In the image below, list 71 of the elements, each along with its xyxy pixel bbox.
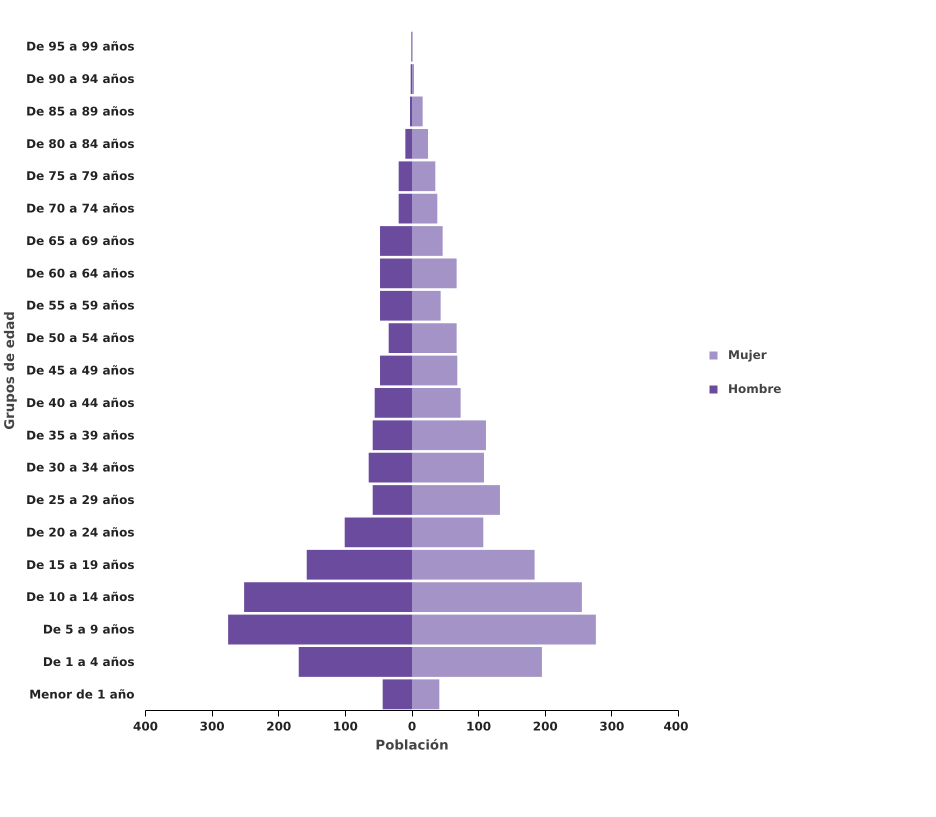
y-tick-label: De 90 a 94 años — [26, 72, 135, 86]
x-tick-label: 400 — [663, 720, 689, 734]
bar — [412, 582, 582, 612]
bar — [380, 258, 412, 288]
x-tick-label: 300 — [200, 720, 225, 734]
bar — [412, 258, 457, 288]
bar — [412, 226, 443, 256]
bar — [380, 356, 412, 386]
bar — [412, 356, 458, 386]
y-tick-label: Menor de 1 año — [29, 687, 134, 702]
bar — [388, 323, 412, 354]
y-tick-label: De 45 a 49 años — [26, 364, 135, 378]
bar — [412, 194, 438, 224]
y-tick-label: De 80 a 84 años — [26, 136, 135, 151]
y-tick-label: De 55 a 59 años — [26, 298, 135, 313]
bar — [412, 161, 436, 192]
x-tick-label: 200 — [532, 720, 558, 734]
bar — [398, 194, 412, 224]
bar — [380, 226, 412, 256]
y-tick-label: De 1 a 4 años — [42, 654, 135, 669]
bar — [372, 485, 412, 515]
y-tick-label: De 15 a 19 años — [26, 558, 135, 572]
bar — [398, 161, 412, 192]
bar — [412, 96, 423, 126]
y-tick-label: De 85 a 89 años — [26, 104, 135, 118]
bar — [298, 647, 412, 677]
bar — [228, 614, 412, 644]
bar — [412, 550, 535, 580]
bar — [380, 290, 412, 321]
bar — [412, 647, 542, 677]
bar — [306, 550, 412, 580]
bar — [412, 485, 500, 515]
legend-label: Hombre — [728, 382, 782, 396]
y-tick-label: De 20 a 24 años — [26, 525, 135, 540]
bar — [412, 388, 461, 418]
bar — [382, 679, 412, 710]
bar — [412, 679, 440, 710]
bar — [412, 452, 484, 483]
x-tick-label: 400 — [132, 720, 158, 734]
bar — [412, 518, 484, 548]
bar — [344, 518, 412, 548]
bar — [412, 420, 486, 450]
x-tick-label: 100 — [332, 720, 358, 734]
bar — [412, 323, 457, 354]
bar — [412, 290, 441, 321]
x-tick-label: 0 — [408, 720, 416, 734]
y-tick-label: De 25 a 29 años — [26, 493, 135, 508]
y-tick-label: De 60 a 64 años — [26, 266, 135, 280]
bar — [244, 582, 412, 612]
x-axis-title: Población — [375, 738, 449, 754]
bar — [412, 614, 596, 644]
bar — [372, 420, 412, 450]
y-tick-label: De 40 a 44 años — [26, 396, 135, 410]
y-tick-label: De 10 a 14 años — [26, 590, 135, 604]
bar — [368, 452, 412, 483]
y-tick-label: De 35 a 39 años — [26, 428, 135, 442]
legend-label: Mujer — [728, 348, 767, 362]
x-tick-label: 200 — [266, 720, 292, 734]
y-tick-label: De 30 a 34 años — [26, 460, 135, 475]
y-tick-label: De 5 a 9 años — [42, 622, 135, 637]
y-tick-label: De 65 a 69 años — [26, 234, 135, 248]
y-tick-label: De 50 a 54 años — [26, 331, 135, 346]
bar — [412, 128, 428, 159]
y-tick-label: De 95 a 99 años — [26, 40, 135, 54]
x-tick-label: 300 — [599, 720, 624, 734]
bar — [374, 388, 412, 418]
y-axis-title: Grupos de edad — [3, 311, 18, 430]
y-tick-label: De 70 a 74 años — [26, 202, 135, 216]
bar — [405, 128, 412, 159]
y-tick-label: De 75 a 79 años — [26, 169, 135, 184]
x-tick-label: 100 — [466, 720, 492, 734]
